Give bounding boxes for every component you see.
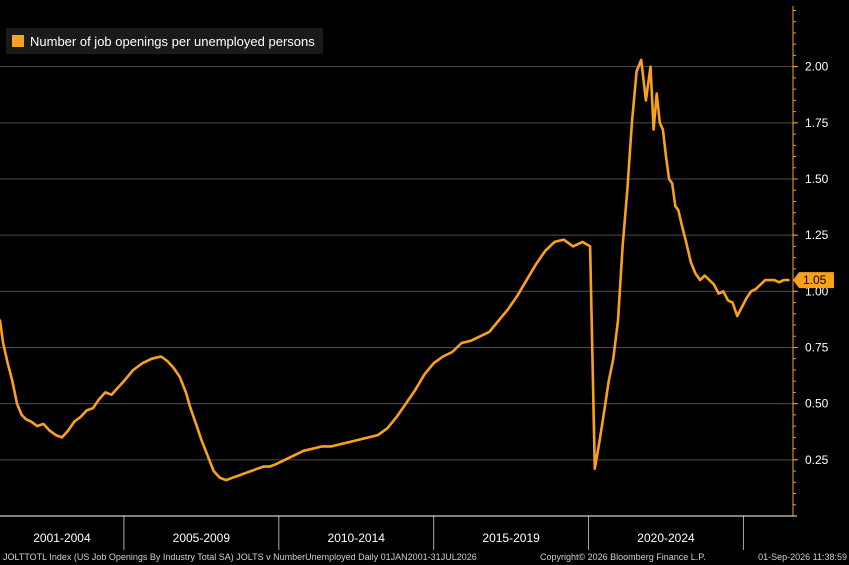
y-tick-label: 1.50 bbox=[805, 172, 829, 186]
footer-source: JOLTTOTL Index (US Job Openings By Indus… bbox=[3, 552, 477, 562]
legend-label: Number of job openings per unemployed pe… bbox=[30, 33, 315, 49]
y-tick-label: 0.25 bbox=[805, 453, 829, 467]
footer: JOLTTOTL Index (US Job Openings By Indus… bbox=[0, 550, 849, 565]
y-tick-label: 0.50 bbox=[805, 397, 829, 411]
series-line-job-openings-per-unemployed bbox=[0, 58, 790, 482]
y-tick-label: 2.00 bbox=[805, 60, 829, 74]
x-axis-tick-labels: 2001-2004 2005-2009 2010-2014 2015-2019 2020… bbox=[33, 531, 695, 545]
legend: Number of job openings per unemployed pe… bbox=[6, 28, 323, 54]
y-tick-label: 1.25 bbox=[805, 228, 829, 242]
last-value-badge bbox=[793, 272, 834, 289]
line-chart: 0.250.500.751.001.251.501.752.00 2001-20… bbox=[0, 0, 849, 550]
footer-timestamp: 01-Sep-2026 11:38:59 bbox=[758, 552, 847, 562]
x-tick-label: 2015-2019 bbox=[482, 531, 540, 545]
x-tick-label: 2020-2024 bbox=[637, 531, 695, 545]
x-tick-label: 2010-2014 bbox=[328, 531, 386, 545]
y-tick-label: 0.75 bbox=[805, 340, 829, 354]
last-value-label: 1.05 bbox=[803, 273, 827, 287]
x-axis-dividers bbox=[123, 516, 744, 550]
legend-swatch bbox=[12, 35, 24, 47]
x-tick-label: 2001-2004 bbox=[33, 531, 91, 545]
x-tick-label: 2005-2009 bbox=[173, 531, 231, 545]
footer-copyright: Copyright© 2026 Bloomberg Finance L.P. bbox=[540, 552, 706, 562]
plot-background bbox=[0, 0, 849, 550]
y-tick-label: 1.75 bbox=[805, 116, 829, 130]
gridlines bbox=[0, 66, 793, 461]
last-value-tag: 1.05 bbox=[793, 272, 834, 289]
